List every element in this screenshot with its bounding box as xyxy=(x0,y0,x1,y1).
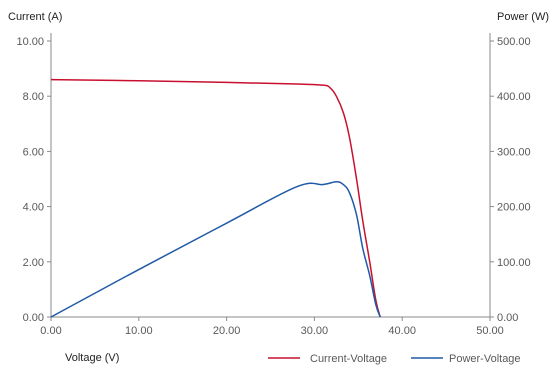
current-voltage-series-line xyxy=(50,78,381,318)
x-tick-label: 30.00 xyxy=(301,325,329,337)
left-y-tick-label: 4.00 xyxy=(23,202,44,214)
left-y-axis-title: Current (A) xyxy=(8,11,62,23)
x-tick-label: 10.00 xyxy=(125,325,153,337)
x-tick-label: 0.00 xyxy=(40,325,61,337)
right-y-tick-label: 500.00 xyxy=(497,36,531,48)
right-y-axis-title: Power (W) xyxy=(497,11,549,23)
right-y-tick-label: 200.00 xyxy=(497,202,531,214)
x-tick-label: 50.00 xyxy=(476,325,504,337)
right-y-tick-label: 0.00 xyxy=(497,312,518,324)
left-y-tick-label: 0.00 xyxy=(23,312,44,324)
left-y-tick-label: 2.00 xyxy=(23,257,44,269)
x-tick-label: 20.00 xyxy=(213,325,241,337)
right-y-tick-label: 400.00 xyxy=(497,91,531,103)
legend-label-current-voltage: Current-Voltage xyxy=(310,353,387,365)
x-axis-title: Voltage (V) xyxy=(65,352,119,364)
left-y-tick-label: 6.00 xyxy=(23,146,44,158)
left-y-tick-label: 10.00 xyxy=(16,36,44,48)
right-y-tick-label: 300.00 xyxy=(497,146,531,158)
power-voltage-series-line xyxy=(50,181,381,318)
legend-label-power-voltage: Power-Voltage xyxy=(449,353,521,365)
left-y-tick-label: 8.00 xyxy=(23,91,44,103)
right-y-tick-label: 100.00 xyxy=(497,257,531,269)
x-tick-label: 40.00 xyxy=(388,325,416,337)
